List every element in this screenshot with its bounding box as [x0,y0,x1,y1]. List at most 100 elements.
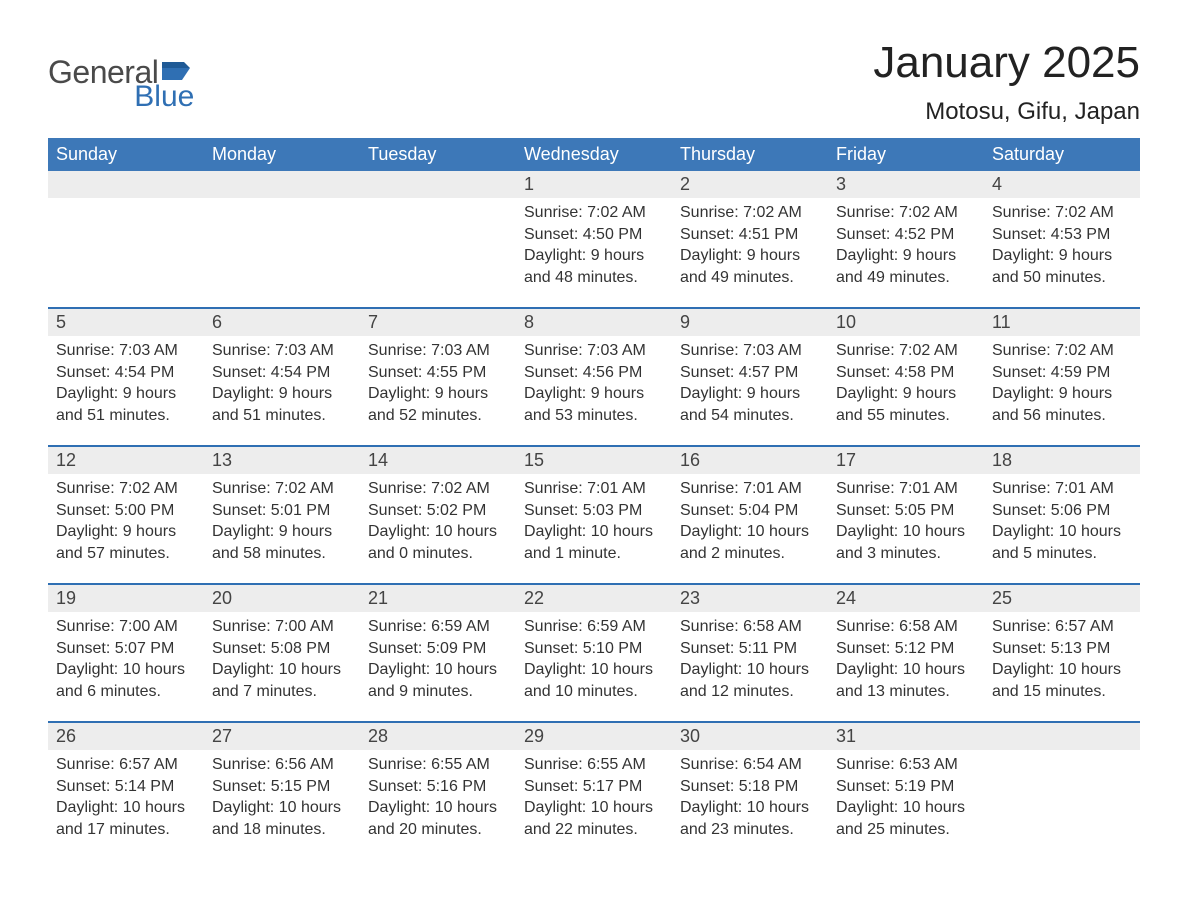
daynum-row: 1234 [48,171,1140,198]
day-cell: Sunrise: 7:02 AMSunset: 4:52 PMDaylight:… [828,198,984,308]
sunrise-text: Sunrise: 7:03 AM [56,340,196,362]
daylight-text: and 18 minutes. [212,819,352,841]
daylight-text: and 58 minutes. [212,543,352,565]
day-number: 28 [360,722,516,750]
day-number: 23 [672,584,828,612]
daylight-text: Daylight: 10 hours [836,521,976,543]
sunset-text: Sunset: 4:59 PM [992,362,1132,384]
day-body-row: Sunrise: 6:57 AMSunset: 5:14 PMDaylight:… [48,750,1140,860]
sunrise-text: Sunrise: 7:01 AM [992,478,1132,500]
day-cell: Sunrise: 7:02 AMSunset: 4:59 PMDaylight:… [984,336,1140,446]
daylight-text: Daylight: 9 hours [680,245,820,267]
daylight-text: Daylight: 9 hours [56,383,196,405]
day-number: 20 [204,584,360,612]
daylight-text: Daylight: 10 hours [680,797,820,819]
weekday-header: Sunday [48,138,204,171]
sunrise-text: Sunrise: 7:02 AM [836,340,976,362]
day-cell: Sunrise: 7:03 AMSunset: 4:57 PMDaylight:… [672,336,828,446]
sunrise-text: Sunrise: 6:58 AM [836,616,976,638]
sunrise-text: Sunrise: 7:03 AM [212,340,352,362]
sunset-text: Sunset: 5:02 PM [368,500,508,522]
daylight-text: and 25 minutes. [836,819,976,841]
daylight-text: Daylight: 9 hours [992,383,1132,405]
weekday-header: Wednesday [516,138,672,171]
sunset-text: Sunset: 4:58 PM [836,362,976,384]
sunset-text: Sunset: 4:56 PM [524,362,664,384]
day-cell: Sunrise: 6:57 AMSunset: 5:13 PMDaylight:… [984,612,1140,722]
daylight-text: Daylight: 10 hours [680,521,820,543]
daynum-row: 262728293031 [48,722,1140,750]
daylight-text: Daylight: 9 hours [992,245,1132,267]
daylight-text: and 50 minutes. [992,267,1132,289]
day-number: 24 [828,584,984,612]
sunset-text: Sunset: 5:06 PM [992,500,1132,522]
sunrise-text: Sunrise: 6:54 AM [680,754,820,776]
weekday-header: Thursday [672,138,828,171]
day-cell: Sunrise: 7:03 AMSunset: 4:55 PMDaylight:… [360,336,516,446]
day-number: 17 [828,446,984,474]
sunset-text: Sunset: 5:13 PM [992,638,1132,660]
sunset-text: Sunset: 5:14 PM [56,776,196,798]
daylight-text: Daylight: 10 hours [56,659,196,681]
sunset-text: Sunset: 5:01 PM [212,500,352,522]
sunset-text: Sunset: 4:54 PM [212,362,352,384]
day-body-row: Sunrise: 7:03 AMSunset: 4:54 PMDaylight:… [48,336,1140,446]
logo: General Blue [48,38,196,112]
day-cell: Sunrise: 6:58 AMSunset: 5:12 PMDaylight:… [828,612,984,722]
weekday-header-row: Sunday Monday Tuesday Wednesday Thursday… [48,138,1140,171]
sunset-text: Sunset: 4:57 PM [680,362,820,384]
day-cell: Sunrise: 7:02 AMSunset: 5:01 PMDaylight:… [204,474,360,584]
daylight-text: and 15 minutes. [992,681,1132,703]
day-body-row: Sunrise: 7:00 AMSunset: 5:07 PMDaylight:… [48,612,1140,722]
sunset-text: Sunset: 5:17 PM [524,776,664,798]
day-cell: Sunrise: 6:59 AMSunset: 5:09 PMDaylight:… [360,612,516,722]
daylight-text: and 7 minutes. [212,681,352,703]
daylight-text: Daylight: 10 hours [212,659,352,681]
day-cell [204,198,360,308]
sunset-text: Sunset: 5:12 PM [836,638,976,660]
sunrise-text: Sunrise: 6:56 AM [212,754,352,776]
sunset-text: Sunset: 5:05 PM [836,500,976,522]
day-cell: Sunrise: 7:01 AMSunset: 5:06 PMDaylight:… [984,474,1140,584]
sunrise-text: Sunrise: 7:02 AM [992,340,1132,362]
daylight-text: Daylight: 10 hours [836,797,976,819]
day-number: 15 [516,446,672,474]
daynum-row: 12131415161718 [48,446,1140,474]
day-cell: Sunrise: 6:55 AMSunset: 5:16 PMDaylight:… [360,750,516,860]
daylight-text: Daylight: 10 hours [836,659,976,681]
daylight-text: Daylight: 10 hours [992,659,1132,681]
sunset-text: Sunset: 5:04 PM [680,500,820,522]
page-title: January 2025 [873,38,1140,88]
day-cell: Sunrise: 7:02 AMSunset: 4:53 PMDaylight:… [984,198,1140,308]
daylight-text: and 22 minutes. [524,819,664,841]
sunset-text: Sunset: 5:11 PM [680,638,820,660]
day-cell: Sunrise: 7:03 AMSunset: 4:56 PMDaylight:… [516,336,672,446]
day-cell: Sunrise: 7:03 AMSunset: 4:54 PMDaylight:… [204,336,360,446]
sunset-text: Sunset: 5:03 PM [524,500,664,522]
sunrise-text: Sunrise: 6:53 AM [836,754,976,776]
daylight-text: and 48 minutes. [524,267,664,289]
sunrise-text: Sunrise: 7:02 AM [368,478,508,500]
sunrise-text: Sunrise: 6:58 AM [680,616,820,638]
sunrise-text: Sunrise: 7:02 AM [212,478,352,500]
day-cell: Sunrise: 7:02 AMSunset: 5:00 PMDaylight:… [48,474,204,584]
day-cell: Sunrise: 7:02 AMSunset: 4:50 PMDaylight:… [516,198,672,308]
day-number: 19 [48,584,204,612]
sunset-text: Sunset: 5:08 PM [212,638,352,660]
day-body-row: Sunrise: 7:02 AMSunset: 5:00 PMDaylight:… [48,474,1140,584]
sunrise-text: Sunrise: 7:03 AM [524,340,664,362]
daylight-text: Daylight: 9 hours [524,383,664,405]
daylight-text: Daylight: 10 hours [56,797,196,819]
day-number: 26 [48,722,204,750]
daylight-text: Daylight: 10 hours [524,797,664,819]
day-number: 2 [672,171,828,198]
sunset-text: Sunset: 5:16 PM [368,776,508,798]
daylight-text: Daylight: 10 hours [212,797,352,819]
weekday-header: Monday [204,138,360,171]
daylight-text: and 54 minutes. [680,405,820,427]
day-number: 5 [48,308,204,336]
day-number: 12 [48,446,204,474]
sunrise-text: Sunrise: 6:59 AM [524,616,664,638]
flag-icon [162,62,196,82]
header: General Blue January 2025 Motosu, Gifu, … [48,38,1140,126]
